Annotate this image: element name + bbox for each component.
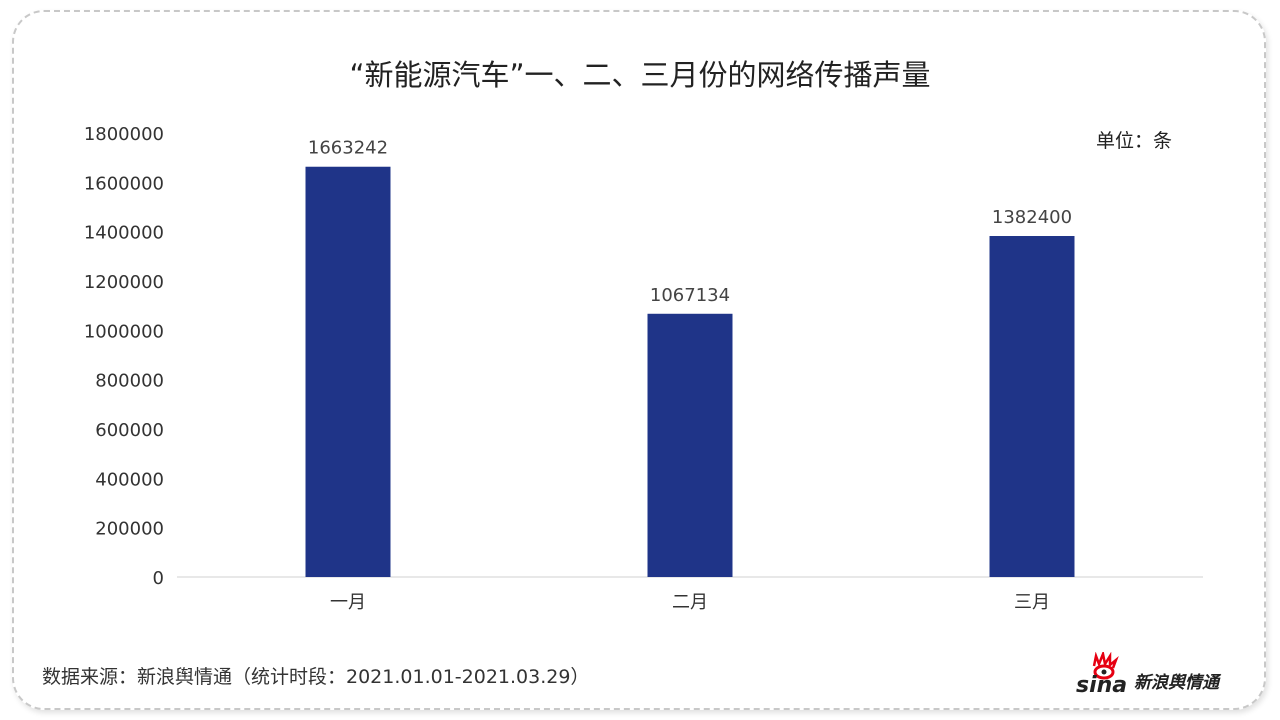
y-tick-label: 0 bbox=[153, 568, 164, 589]
data-source-note: 数据来源：新浪舆情通（统计时段：2021.01.01-2021.03.29） bbox=[42, 666, 590, 688]
bar-2 bbox=[647, 313, 733, 577]
y-tick-label: 1400000 bbox=[84, 223, 164, 244]
data-label: 1067134 bbox=[650, 285, 730, 306]
unit-label: 单位：条 bbox=[1095, 130, 1172, 152]
y-tick-label: 1600000 bbox=[84, 173, 164, 194]
x-tick-label: 二月 bbox=[672, 592, 708, 613]
data-label: 1663242 bbox=[308, 138, 388, 159]
sina-eye-logo-icon: sina bbox=[1076, 652, 1127, 694]
card-frame bbox=[12, 10, 1266, 710]
data-label: 1382400 bbox=[992, 207, 1072, 228]
x-tick-label: 一月 bbox=[330, 592, 366, 613]
chart-title: “新能源汽车”一、二、三月份的网络传播声量 bbox=[349, 58, 931, 92]
y-tick-label: 1800000 bbox=[84, 124, 164, 145]
sina-logo: sina 新浪舆情通 bbox=[1076, 652, 1241, 694]
bar-3 bbox=[989, 236, 1075, 577]
svg-text:sina: sina bbox=[1076, 673, 1127, 694]
y-tick-label: 400000 bbox=[95, 469, 164, 490]
logo-text: 新浪舆情通 bbox=[1134, 673, 1219, 693]
y-tick-label: 600000 bbox=[95, 420, 164, 441]
y-tick-label: 1000000 bbox=[84, 321, 164, 342]
bar-1 bbox=[305, 166, 391, 577]
x-tick-label: 三月 bbox=[1014, 592, 1050, 613]
y-tick-label: 1200000 bbox=[84, 272, 164, 293]
y-tick-label: 800000 bbox=[95, 371, 164, 392]
y-tick-label: 200000 bbox=[95, 519, 164, 540]
